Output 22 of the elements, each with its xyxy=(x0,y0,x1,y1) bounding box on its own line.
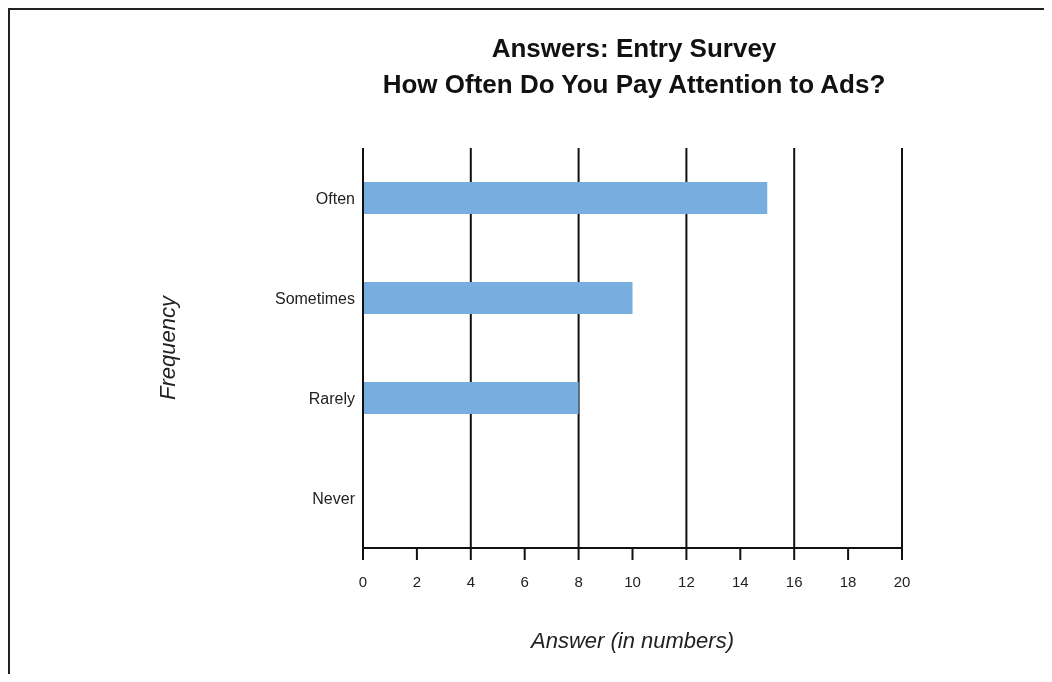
bar xyxy=(363,282,633,314)
x-tick-label: 18 xyxy=(839,572,857,590)
x-axis-title: Answer (in numbers) xyxy=(529,628,734,653)
x-tick-label: 6 xyxy=(520,572,529,590)
x-tick-label: 10 xyxy=(624,572,641,590)
bar xyxy=(363,182,768,214)
chart-title: Answers: Entry Survey xyxy=(490,32,778,65)
x-tick-label: 20 xyxy=(893,572,911,590)
x-tick-label: 14 xyxy=(731,572,749,590)
y-tick-label: Rarely xyxy=(308,389,355,407)
x-tick-label: 16 xyxy=(785,572,803,590)
x-tick-label: 8 xyxy=(574,572,583,590)
chart-subtitle: How Often Do You Pay Attention to Ads? xyxy=(381,68,887,101)
x-tick-label: 0 xyxy=(358,572,368,590)
x-tick-label: 2 xyxy=(412,572,422,590)
x-tick-label: 12 xyxy=(678,572,695,590)
y-axis-title: Frequency xyxy=(154,294,180,400)
y-tick-label: Sometimes xyxy=(274,289,355,307)
x-tick-label: 4 xyxy=(466,572,475,590)
y-tick-label: Never xyxy=(312,489,356,507)
y-tick-label: Often xyxy=(315,189,355,207)
bar xyxy=(363,382,579,414)
